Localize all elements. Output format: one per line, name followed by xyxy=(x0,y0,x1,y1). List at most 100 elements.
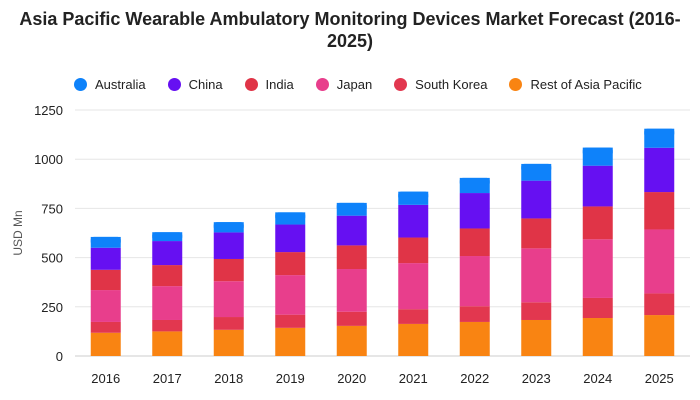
legend-item-australia[interactable]: Australia xyxy=(74,77,146,92)
bar-rest-of-asia-pacific-2025[interactable] xyxy=(644,315,675,356)
bar-india-2025[interactable] xyxy=(644,192,675,230)
bar-stack-2018[interactable] xyxy=(213,222,244,356)
bar-stack-2025[interactable] xyxy=(644,128,675,356)
y-tick-label: 1250 xyxy=(34,103,63,118)
legend-item-china[interactable]: China xyxy=(167,76,223,92)
y-axis-label: USD Mn xyxy=(11,210,25,255)
legend-item-japan[interactable]: Japan xyxy=(315,76,373,92)
bar-cap-2019 xyxy=(275,212,306,221)
bar-cap-2020 xyxy=(336,202,367,211)
bar-china-2024[interactable] xyxy=(582,165,613,207)
bar-stack-2019[interactable] xyxy=(275,212,306,356)
bar-india-2018[interactable] xyxy=(213,258,244,282)
bar-cap-2021 xyxy=(398,191,429,200)
bar-china-2019[interactable] xyxy=(275,224,306,253)
bar-cap-2018 xyxy=(213,222,244,231)
bar-cap-2017 xyxy=(152,232,183,241)
legend-swatch-south-korea xyxy=(394,77,408,91)
bar-india-2017[interactable] xyxy=(152,265,183,287)
bar-japan-2022[interactable] xyxy=(459,256,490,307)
bar-stack-2023[interactable] xyxy=(521,163,552,356)
bar-cap-2016 xyxy=(90,236,121,245)
x-tick-label-2022: 2022 xyxy=(460,371,489,386)
bar-rest-of-asia-pacific-2018[interactable] xyxy=(213,329,244,356)
bar-japan-2016[interactable] xyxy=(90,290,121,322)
bar-south-korea-2020[interactable] xyxy=(336,311,367,326)
x-tick-label-2019: 2019 xyxy=(276,371,305,386)
bar-rest-of-asia-pacific-2022[interactable] xyxy=(459,321,490,356)
bar-india-2023[interactable] xyxy=(521,218,552,249)
bar-south-korea-2019[interactable] xyxy=(275,314,306,328)
bar-china-2023[interactable] xyxy=(521,180,552,219)
bar-south-korea-2025[interactable] xyxy=(644,293,675,316)
y-tick-label: 0 xyxy=(56,349,63,364)
bar-rest-of-asia-pacific-2024[interactable] xyxy=(582,318,613,356)
bar-india-2016[interactable] xyxy=(90,269,121,291)
bar-rest-of-asia-pacific-2019[interactable] xyxy=(275,327,306,356)
bar-stack-2017[interactable] xyxy=(152,232,183,356)
legend-label-south-korea: South Korea xyxy=(415,76,488,92)
legend-item-rest-of-asia-pacific[interactable]: Rest of Asia Pacific xyxy=(509,76,642,92)
bar-china-2016[interactable] xyxy=(90,247,121,270)
x-tick-label-2023: 2023 xyxy=(522,371,551,386)
legend-label-rest-of-asia-pacific: Rest of Asia Pacific xyxy=(530,76,642,92)
x-tick-label-2016: 2016 xyxy=(91,371,120,386)
bar-japan-2024[interactable] xyxy=(582,239,613,298)
bar-rest-of-asia-pacific-2023[interactable] xyxy=(521,319,552,356)
bar-series xyxy=(90,128,675,356)
chart-legend: Australia China India Japan South Korea … xyxy=(74,74,664,94)
bar-china-2021[interactable] xyxy=(398,204,429,238)
bar-stack-2020[interactable] xyxy=(336,202,367,356)
bar-stack-2022[interactable] xyxy=(459,177,490,356)
y-tick-label: 750 xyxy=(41,201,63,216)
legend-swatch-japan xyxy=(315,77,329,91)
bar-south-korea-2016[interactable] xyxy=(90,321,121,333)
bar-india-2022[interactable] xyxy=(459,228,490,257)
legend-label-australia: Australia xyxy=(95,76,146,92)
legend-label-japan: Japan xyxy=(336,76,373,92)
bar-china-2017[interactable] xyxy=(152,241,183,266)
bar-south-korea-2023[interactable] xyxy=(521,302,552,320)
legend-swatch-rest-of-asia-pacific xyxy=(509,77,523,91)
bar-japan-2017[interactable] xyxy=(152,286,183,320)
x-tick-label-2018: 2018 xyxy=(214,371,243,386)
bar-china-2018[interactable] xyxy=(213,232,244,259)
x-tick-label-2021: 2021 xyxy=(399,371,428,386)
bar-india-2020[interactable] xyxy=(336,245,367,270)
bar-india-2024[interactable] xyxy=(582,206,613,240)
legend-item-south-korea[interactable]: South Korea xyxy=(394,77,487,92)
bar-china-2022[interactable] xyxy=(459,193,490,229)
bar-south-korea-2022[interactable] xyxy=(459,306,490,322)
bar-japan-2020[interactable] xyxy=(336,269,367,312)
bar-cap-2022 xyxy=(459,177,490,186)
bar-stack-2021[interactable] xyxy=(398,191,429,356)
bar-rest-of-asia-pacific-2016[interactable] xyxy=(90,332,121,356)
bar-japan-2018[interactable] xyxy=(213,281,244,318)
bar-south-korea-2024[interactable] xyxy=(582,297,613,319)
legend-item-india[interactable]: India xyxy=(244,77,294,92)
bar-south-korea-2018[interactable] xyxy=(213,317,244,330)
bar-south-korea-2021[interactable] xyxy=(398,309,429,324)
bar-china-2025[interactable] xyxy=(644,147,675,193)
bar-india-2019[interactable] xyxy=(275,252,306,276)
bar-rest-of-asia-pacific-2021[interactable] xyxy=(398,323,429,356)
legend-label-china: China xyxy=(188,76,223,92)
bar-south-korea-2017[interactable] xyxy=(152,319,183,332)
bar-japan-2025[interactable] xyxy=(644,229,675,294)
bar-cap-2023 xyxy=(521,163,552,172)
bar-japan-2021[interactable] xyxy=(398,263,429,310)
legend-swatch-india xyxy=(244,77,258,91)
legend-swatch-australia xyxy=(74,77,87,91)
x-tick-label-2020: 2020 xyxy=(337,371,366,386)
bar-japan-2019[interactable] xyxy=(275,275,306,315)
bar-rest-of-asia-pacific-2017[interactable] xyxy=(152,331,183,356)
bar-stack-2024[interactable] xyxy=(582,147,613,356)
legend-swatch-china xyxy=(167,77,181,91)
bar-japan-2023[interactable] xyxy=(521,248,552,303)
bar-china-2020[interactable] xyxy=(336,215,367,246)
bar-rest-of-asia-pacific-2020[interactable] xyxy=(336,325,367,356)
bar-stack-2016[interactable] xyxy=(90,236,121,356)
y-tick-label: 1000 xyxy=(34,152,63,167)
bar-india-2021[interactable] xyxy=(398,237,429,264)
